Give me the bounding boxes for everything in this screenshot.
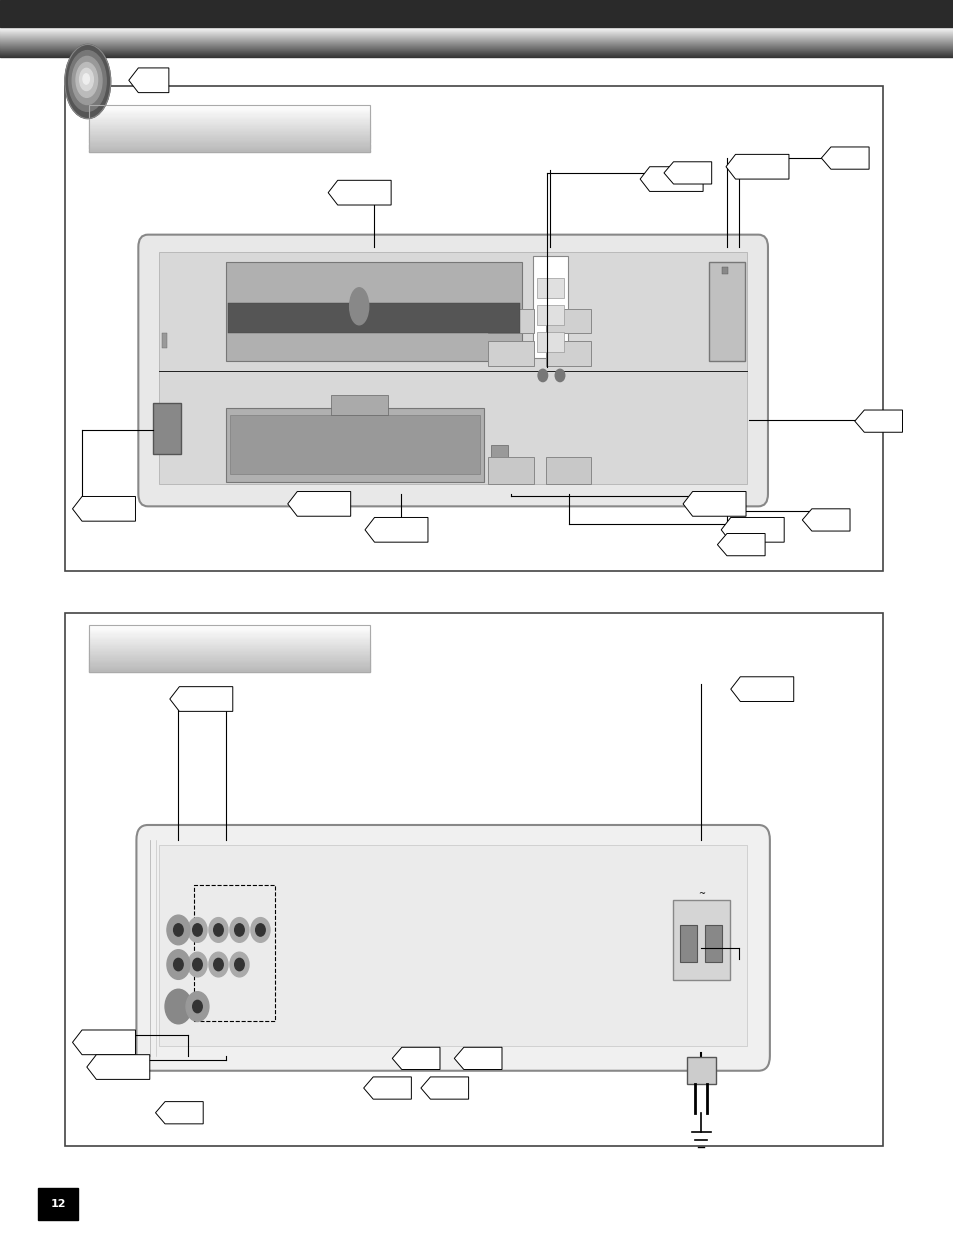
Polygon shape: [717, 534, 764, 556]
Circle shape: [234, 958, 244, 971]
Polygon shape: [725, 154, 788, 179]
Circle shape: [167, 915, 190, 945]
Circle shape: [209, 918, 228, 942]
Circle shape: [188, 952, 207, 977]
Circle shape: [173, 958, 183, 971]
Polygon shape: [72, 1030, 135, 1055]
Circle shape: [213, 958, 223, 971]
Circle shape: [186, 992, 209, 1021]
Ellipse shape: [79, 68, 93, 90]
Bar: [159, 252, 746, 484]
Ellipse shape: [69, 51, 106, 111]
Circle shape: [230, 952, 249, 977]
Polygon shape: [288, 492, 351, 516]
Ellipse shape: [83, 74, 90, 84]
Bar: [537, 332, 563, 352]
Circle shape: [209, 952, 228, 977]
Bar: [488, 457, 534, 484]
Bar: [0, 0, 953, 27]
Polygon shape: [420, 1077, 468, 1099]
Bar: [545, 309, 591, 333]
Bar: [89, 625, 370, 672]
Polygon shape: [682, 492, 745, 516]
Bar: [228, 304, 519, 333]
Polygon shape: [730, 677, 793, 701]
Polygon shape: [87, 1055, 150, 1079]
Bar: [721, 267, 727, 274]
Circle shape: [234, 924, 244, 936]
Bar: [89, 105, 370, 152]
Ellipse shape: [349, 288, 368, 325]
Polygon shape: [392, 1047, 439, 1070]
Circle shape: [188, 918, 207, 942]
Circle shape: [255, 924, 265, 936]
Text: 12: 12: [51, 1199, 66, 1209]
Polygon shape: [801, 509, 849, 531]
Bar: [226, 408, 483, 482]
Polygon shape: [720, 517, 783, 542]
Circle shape: [230, 918, 249, 942]
Bar: [491, 445, 508, 467]
Circle shape: [193, 958, 202, 971]
Bar: [537, 305, 563, 325]
Bar: [488, 341, 534, 366]
Polygon shape: [639, 167, 702, 191]
Bar: [331, 395, 388, 415]
Circle shape: [555, 369, 564, 382]
Circle shape: [193, 1000, 202, 1013]
Circle shape: [537, 369, 547, 382]
Bar: [193, 885, 274, 1021]
Polygon shape: [821, 147, 868, 169]
Bar: [152, 403, 181, 454]
Bar: [704, 925, 721, 962]
Circle shape: [193, 924, 202, 936]
Polygon shape: [170, 687, 233, 711]
Polygon shape: [328, 180, 391, 205]
Polygon shape: [72, 496, 135, 521]
Polygon shape: [365, 517, 428, 542]
Polygon shape: [663, 162, 711, 184]
Bar: [38, 1188, 78, 1220]
Polygon shape: [454, 1047, 501, 1070]
Bar: [533, 256, 567, 358]
Polygon shape: [155, 1102, 203, 1124]
Bar: [537, 278, 563, 298]
Bar: [65, 613, 882, 1146]
Bar: [672, 900, 729, 981]
Circle shape: [173, 924, 183, 936]
FancyBboxPatch shape: [138, 235, 767, 506]
Circle shape: [251, 918, 270, 942]
Ellipse shape: [65, 44, 111, 119]
Circle shape: [213, 924, 223, 936]
Polygon shape: [363, 1077, 411, 1099]
Bar: [230, 415, 479, 474]
Polygon shape: [854, 410, 902, 432]
Bar: [708, 262, 744, 361]
Circle shape: [167, 950, 190, 979]
Ellipse shape: [72, 57, 102, 105]
Ellipse shape: [76, 63, 97, 98]
Text: ~: ~: [697, 888, 704, 898]
Bar: [679, 925, 697, 962]
Bar: [545, 341, 591, 366]
Bar: [686, 1057, 715, 1084]
Bar: [545, 457, 591, 484]
Bar: [159, 845, 746, 1046]
Bar: [488, 309, 534, 333]
Bar: [226, 262, 521, 361]
FancyBboxPatch shape: [136, 825, 769, 1071]
Bar: [65, 86, 882, 571]
Bar: [162, 333, 167, 348]
Circle shape: [165, 989, 192, 1024]
Polygon shape: [129, 68, 169, 93]
